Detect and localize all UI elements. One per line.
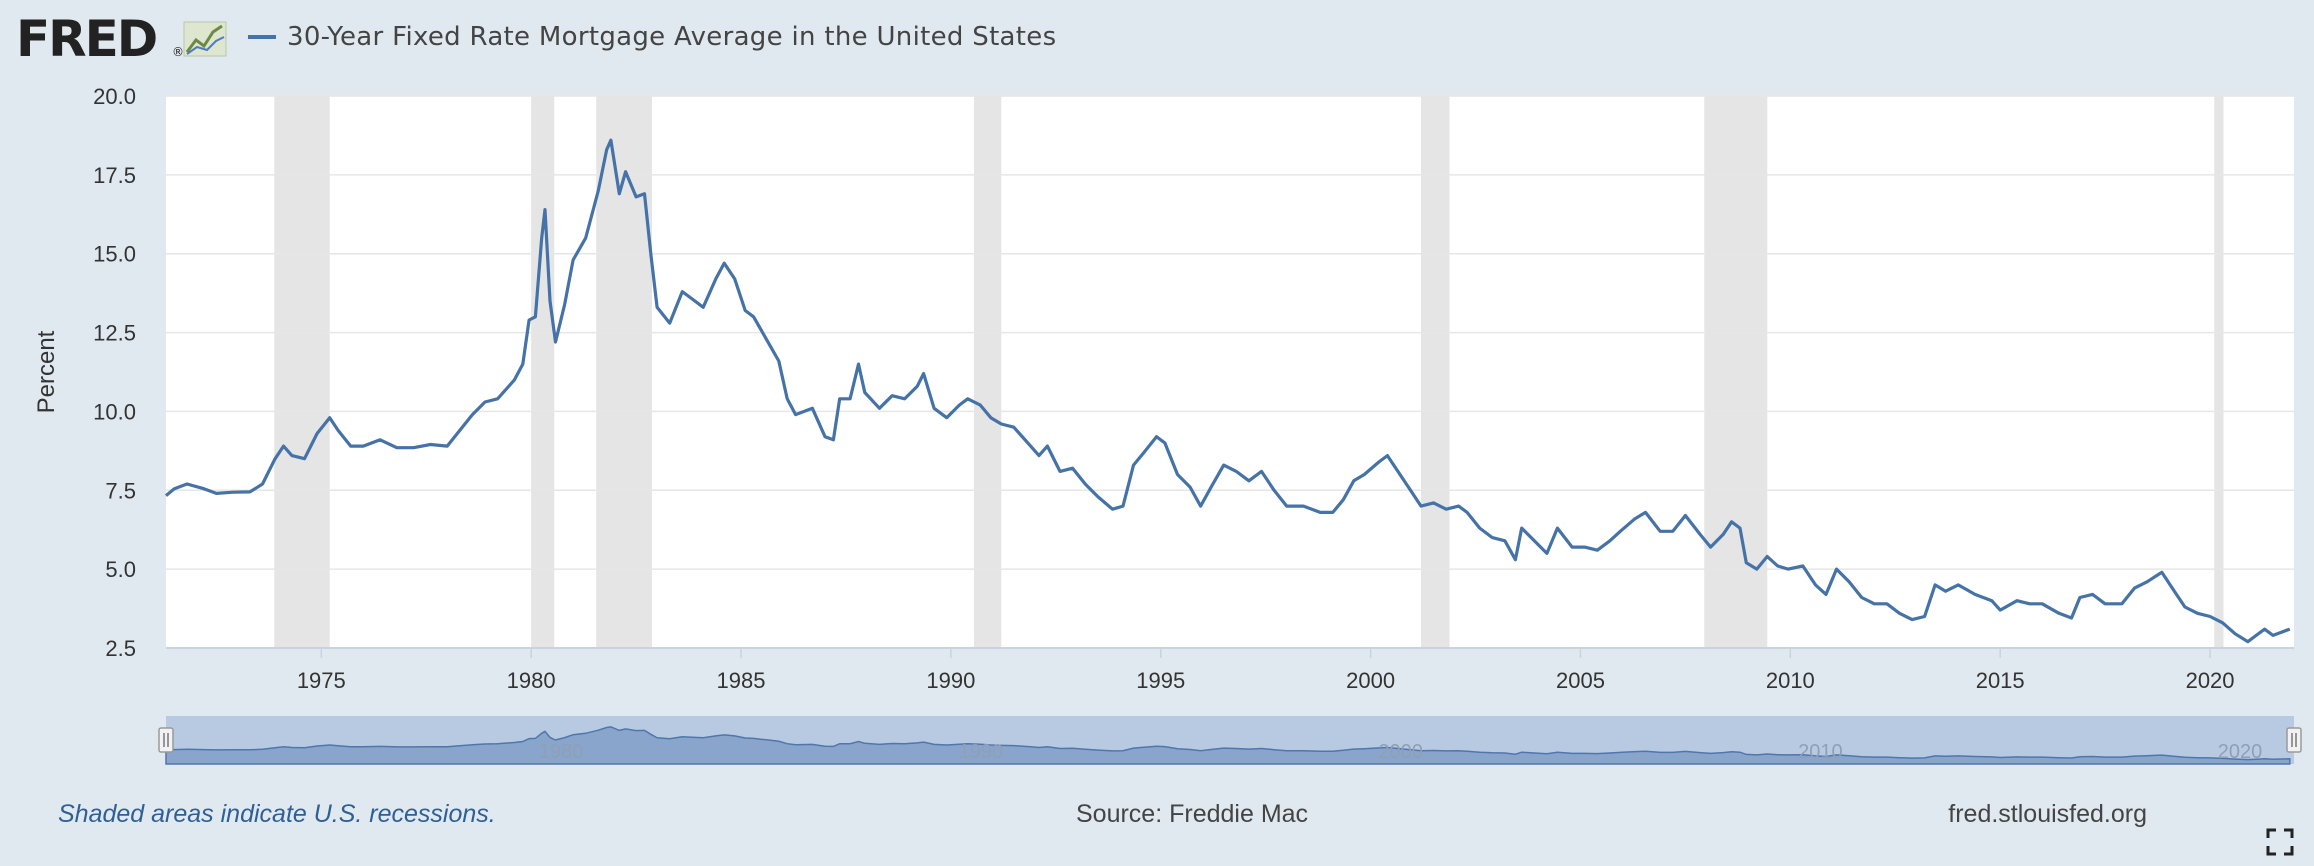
- range-navigator[interactable]: 1980 1990 2000 2010 2020: [158, 716, 2302, 765]
- navigator-tick-label: 1980: [539, 741, 584, 763]
- recession-band: [596, 96, 653, 648]
- x-tick-label: 2005: [1556, 668, 1605, 693]
- series-line-mortgage-rate: [164, 138, 2291, 644]
- x-axis-ticks: 1975 1980 1985 1990 1995 2000 2005 2010 2015 2020: [297, 648, 2235, 693]
- x-tick-label: 1995: [1136, 668, 1185, 693]
- y-tick-label: 10.0: [93, 399, 136, 424]
- series-group: [164, 138, 2291, 644]
- navigator-right-handle[interactable]: [2286, 727, 2302, 753]
- navigator-tick-label: 1990: [959, 741, 1004, 763]
- navigator-left-handle[interactable]: [158, 727, 174, 753]
- recession-band: [1704, 96, 1768, 648]
- y-tick-label: 12.5: [93, 321, 136, 346]
- legend-series-title: 30-Year Fixed Rate Mortgage Average in t…: [287, 22, 1056, 52]
- x-tick-label: 1990: [926, 668, 975, 693]
- recession-band: [274, 96, 330, 648]
- y-tick-label: 5.0: [105, 557, 136, 582]
- x-tick-label: 1980: [507, 668, 556, 693]
- legend[interactable]: 30-Year Fixed Rate Mortgage Average in t…: [248, 22, 1056, 52]
- trademark-mark: ®: [172, 45, 184, 59]
- recession-band: [1420, 96, 1450, 648]
- site-link[interactable]: fred.stlouisfed.org: [1948, 800, 2147, 828]
- y-tick-label: 15.0: [93, 242, 136, 267]
- x-tick-label: 1975: [297, 668, 346, 693]
- recession-bands: [274, 96, 2224, 648]
- y-axis-label: Percent: [33, 330, 60, 413]
- fred-line-chart-icon: [183, 21, 227, 57]
- gridlines: [166, 95, 2294, 570]
- y-tick-label: 20.0: [93, 84, 136, 109]
- recession-band: [973, 96, 1002, 648]
- y-tick-label: 17.5: [93, 163, 136, 188]
- x-tick-label: 2015: [1976, 668, 2025, 693]
- navigator-ticks: 1980 1990 2000 2010 2020: [539, 741, 2262, 763]
- fred-logo-text: FRED: [16, 10, 156, 68]
- plot-area: [166, 96, 2294, 648]
- navigator-tick-label: 2000: [1378, 741, 1423, 763]
- x-tick-label: 2020: [2186, 668, 2235, 693]
- fred-logo[interactable]: FRED ®: [16, 10, 227, 68]
- navigator-tick-label: 2010: [1798, 741, 1843, 763]
- recession-note: Shaded areas indicate U.S. recessions.: [58, 800, 496, 828]
- y-tick-label: 7.5: [105, 478, 136, 503]
- fullscreen-expand-icon[interactable]: [2266, 828, 2294, 856]
- x-tick-label: 1985: [717, 668, 766, 693]
- navigator-tick-label: 2020: [2218, 741, 2263, 763]
- x-tick-label: 2010: [1766, 668, 1815, 693]
- x-tick-label: 2000: [1346, 668, 1395, 693]
- y-tick-label: 2.5: [105, 636, 136, 661]
- y-axis-ticks: 2.5 5.0 7.5 10.0 12.5 15.0 17.5 20.0: [93, 84, 136, 661]
- navigator-series-area: [165, 726, 2291, 765]
- recession-band: [2214, 96, 2224, 648]
- source-text: Source: Freddie Mac: [1076, 800, 1308, 828]
- recession-band: [531, 96, 555, 648]
